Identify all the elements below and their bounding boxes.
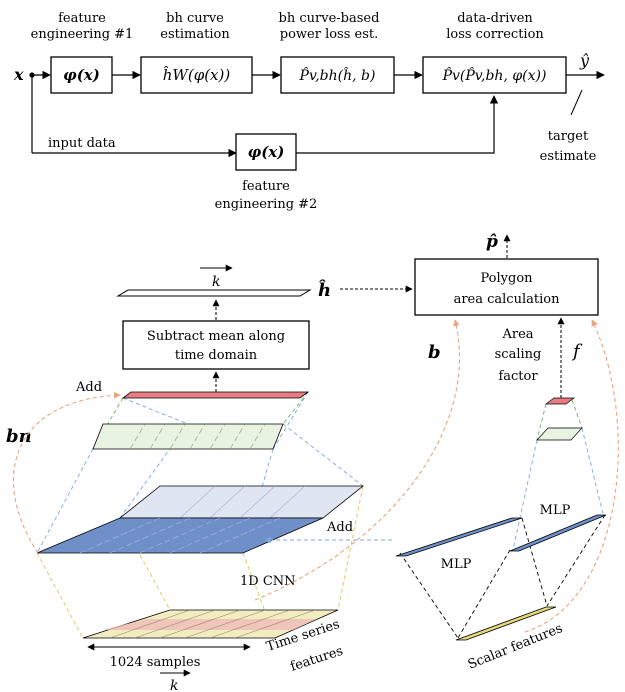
bn-label: bn (6, 426, 32, 447)
mlp-left-label: MLP (441, 557, 472, 572)
add-top-label: Add (75, 380, 102, 395)
bottom-architecture: p̂ Polygon area calculation ĥ k Subtract… (6, 232, 619, 692)
block5-caption-line2: engineering #2 (215, 197, 318, 212)
block4-math: P̂v(P̂v,bh, φ(x)) (442, 66, 547, 84)
cnn-blue-plane (36, 517, 324, 554)
block5-feature-engineering (235, 133, 297, 171)
k-bottom-label: k (170, 678, 178, 692)
block1-caption-line2: engineering #1 (31, 27, 134, 42)
target-label-line1: target (548, 129, 589, 144)
cnn-green-plane (92, 423, 284, 450)
input-data-label: input data (48, 136, 116, 151)
scalar-features-label: Scalar features (466, 621, 565, 673)
mlp-green-plane (536, 427, 583, 441)
subtract-mean-box (122, 320, 310, 370)
arrow-block5-to-block4 (296, 95, 499, 154)
scalar-features-plane (455, 606, 557, 641)
cnn-green-plane-hatch (129, 423, 266, 450)
subtract-label-line1: Subtract mean along (147, 329, 285, 344)
p-hat-label: p̂ (486, 232, 498, 252)
block2-caption-line1: bh curve (166, 11, 224, 26)
mlp-right-plane (509, 514, 607, 552)
area-label-line2: scaling (495, 347, 542, 362)
mlp-left-plane (395, 517, 523, 557)
block4-caption-line1: data-driven (457, 11, 533, 26)
block1-math: φ(x) (63, 66, 100, 84)
input-variable-x: x (13, 65, 24, 84)
block4-loss-correction (422, 56, 567, 94)
b-label: b (428, 342, 441, 363)
area-label-line1: Area (501, 327, 533, 342)
block3-caption-line2: power loss est. (280, 27, 379, 42)
area-label-line3: factor (498, 369, 538, 384)
subtract-label-line2: time domain (175, 348, 258, 363)
cnn-label: 1D CNN (240, 574, 296, 589)
block3-power-loss-estimation (280, 56, 395, 94)
polygon-label-line1: Polygon (480, 271, 533, 286)
output-plane (116, 289, 312, 297)
block3-caption-line1: bh curve-based (279, 11, 380, 26)
target-label-line2: estimate (540, 149, 597, 164)
curve-scalar-to-polygon-f (524, 319, 619, 633)
mlp-guide-lines (399, 399, 606, 639)
cnn-light-blue-hatch (179, 485, 306, 519)
block2-caption-line2: estimation (160, 27, 230, 42)
cnn-light-blue-plane (118, 485, 365, 519)
f-label: f (571, 341, 583, 362)
time-series-hatch (109, 609, 316, 639)
curve-bn-to-add (13, 391, 121, 554)
block5-math: φ(x) (248, 143, 285, 161)
block3-math: P̂v,bh(ĥ, b) (299, 66, 376, 84)
target-pointer-line (570, 89, 583, 116)
cnn-red-plane (121, 391, 310, 399)
add-mid-label: Add (326, 520, 353, 535)
block2-math: ĥW(φ(x)) (163, 66, 231, 84)
polygon-label-line2: area calculation (454, 292, 561, 307)
output-variable-yhat: ŷ (579, 51, 590, 70)
block1-caption-line1: feature (58, 11, 106, 26)
polygon-area-box (414, 258, 599, 316)
time-series-label-line2: features (289, 644, 345, 675)
mlp-right-label: MLP (540, 503, 571, 518)
h-hat-label: ĥ (318, 278, 331, 301)
cnn-blue-plane-hatch (79, 517, 281, 554)
k-top-label: k (212, 274, 220, 290)
mlp-red-plane (544, 397, 576, 405)
curve-cnn-to-polygon-b (254, 319, 460, 601)
block4-caption-line2: loss correction (446, 27, 544, 42)
block5-caption-line1: feature (242, 179, 290, 194)
top-pipeline: x feature engineering #1 φ(x) bh curve e… (13, 11, 605, 212)
block2-bh-curve-estimation (140, 56, 253, 94)
samples-label: 1024 samples (110, 655, 201, 670)
